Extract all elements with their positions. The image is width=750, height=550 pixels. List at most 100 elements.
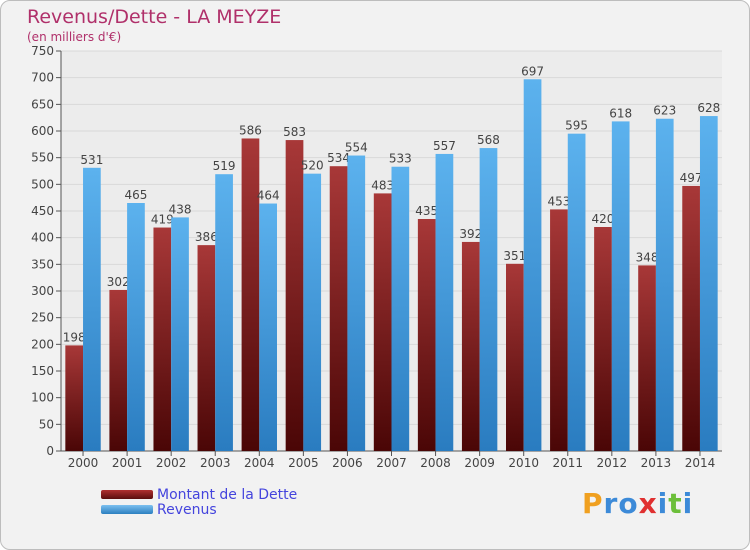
data-label-debt: 534 bbox=[327, 151, 350, 165]
y-tick-label: 650 bbox=[31, 97, 54, 111]
data-label-debt: 392 bbox=[459, 227, 482, 241]
bar-revenus bbox=[127, 203, 145, 451]
proxiti-logo: Proxiti bbox=[582, 487, 693, 520]
data-label-revenus: 438 bbox=[169, 202, 192, 216]
x-tick-label: 2010 bbox=[508, 456, 539, 470]
data-label-debt: 583 bbox=[283, 125, 306, 139]
bar-revenus bbox=[347, 155, 366, 452]
data-label-revenus: 697 bbox=[521, 64, 544, 78]
bar-debt bbox=[153, 227, 172, 451]
x-tick-label: 2011 bbox=[552, 456, 583, 470]
y-tick-label: 50 bbox=[39, 417, 54, 431]
data-label-revenus: 568 bbox=[477, 133, 500, 147]
data-label-debt: 302 bbox=[107, 275, 130, 289]
y-tick-label: 550 bbox=[31, 151, 54, 165]
x-tick-label: 2009 bbox=[464, 456, 495, 470]
logo-letter: o bbox=[618, 487, 639, 520]
logo-letter: r bbox=[603, 487, 619, 520]
data-label-revenus: 464 bbox=[257, 189, 280, 203]
bar-revenus bbox=[435, 153, 454, 451]
bar-debt bbox=[550, 209, 568, 451]
y-tick-label: 600 bbox=[31, 124, 54, 138]
bar-debt bbox=[65, 345, 84, 451]
y-tick-label: 200 bbox=[31, 337, 54, 351]
y-tick-label: 100 bbox=[31, 391, 54, 405]
y-tick-label: 300 bbox=[31, 284, 54, 298]
y-tick-label: 350 bbox=[31, 257, 54, 271]
data-label-revenus: 531 bbox=[80, 153, 103, 167]
x-tick-label: 2001 bbox=[112, 456, 143, 470]
bar-debt bbox=[329, 166, 348, 451]
bar-revenus bbox=[391, 166, 410, 451]
data-label-revenus: 520 bbox=[301, 159, 324, 173]
data-label-revenus: 533 bbox=[389, 152, 412, 166]
x-tick-label: 2013 bbox=[641, 456, 672, 470]
data-label-revenus: 628 bbox=[697, 101, 720, 115]
data-label-debt: 348 bbox=[636, 250, 659, 264]
x-tick-label: 2000 bbox=[68, 456, 99, 470]
bar-debt bbox=[285, 140, 304, 452]
legend-label-revenus: Revenus bbox=[157, 501, 217, 518]
data-label-revenus: 465 bbox=[124, 188, 147, 202]
bar-debt bbox=[241, 138, 260, 451]
chart-title: Revenus/Dette - LA MEYZE bbox=[27, 6, 282, 28]
y-tick-label: 750 bbox=[31, 44, 54, 58]
bar-revenus bbox=[479, 148, 498, 452]
bar-debt bbox=[506, 263, 524, 451]
bar-revenus bbox=[171, 217, 189, 451]
logo-letter: i bbox=[682, 487, 694, 520]
logo-letter: t bbox=[668, 487, 683, 520]
data-label-debt: 586 bbox=[239, 123, 262, 137]
x-tick-label: 2014 bbox=[685, 456, 716, 470]
chart-subtitle: (en milliers d'€) bbox=[27, 30, 122, 44]
y-tick-label: 450 bbox=[31, 204, 54, 218]
data-label-debt: 420 bbox=[592, 212, 615, 226]
bar-debt bbox=[197, 245, 216, 451]
data-label-revenus: 519 bbox=[213, 159, 236, 173]
y-tick-label: 0 bbox=[46, 444, 54, 458]
logo-letter: x bbox=[638, 487, 658, 520]
legend-swatch-revenus bbox=[101, 505, 153, 514]
x-tick-label: 2003 bbox=[200, 456, 231, 470]
bar-debt bbox=[417, 219, 436, 451]
x-tick-label: 2005 bbox=[288, 456, 319, 470]
y-tick-label: 150 bbox=[31, 364, 54, 378]
bar-debt bbox=[373, 193, 392, 451]
data-label-debt: 419 bbox=[151, 213, 174, 227]
bar-revenus bbox=[83, 167, 101, 452]
data-label-debt: 351 bbox=[503, 249, 526, 263]
x-tick-label: 2004 bbox=[244, 456, 275, 470]
x-tick-label: 2006 bbox=[332, 456, 363, 470]
bar-debt bbox=[638, 265, 656, 451]
y-tick-label: 700 bbox=[31, 71, 54, 85]
legend-label-dette: Montant de la Dette bbox=[157, 486, 298, 503]
data-label-debt: 435 bbox=[415, 204, 438, 218]
data-label-revenus: 557 bbox=[433, 139, 456, 153]
data-label-revenus: 623 bbox=[653, 104, 676, 118]
x-tick-label: 2002 bbox=[156, 456, 187, 470]
data-label-debt: 198 bbox=[63, 330, 86, 344]
bar-revenus bbox=[567, 133, 586, 451]
bar-revenus bbox=[259, 203, 277, 451]
bar-revenus bbox=[215, 174, 233, 451]
bar-revenus bbox=[611, 121, 630, 452]
legend-swatch-dette bbox=[101, 490, 153, 499]
legend: Montant de la Dette Revenus bbox=[101, 486, 298, 518]
bar-debt bbox=[109, 289, 128, 451]
bar-debt bbox=[594, 227, 612, 451]
data-label-debt: 483 bbox=[371, 178, 394, 192]
data-label-revenus: 554 bbox=[345, 141, 368, 155]
x-tick-label: 2008 bbox=[420, 456, 451, 470]
logo-letter: P bbox=[582, 487, 604, 520]
bar-revenus bbox=[655, 118, 674, 451]
y-tick-label: 500 bbox=[31, 177, 54, 191]
logo-letter: i bbox=[657, 487, 669, 520]
bar-revenus bbox=[523, 79, 542, 452]
y-tick-label: 400 bbox=[31, 231, 54, 245]
legend-item-revenus: Revenus bbox=[101, 501, 297, 518]
x-tick-label: 2007 bbox=[376, 456, 407, 470]
x-tick-label: 2012 bbox=[597, 456, 628, 470]
legend-item-dette: Montant de la Dette bbox=[101, 486, 298, 503]
